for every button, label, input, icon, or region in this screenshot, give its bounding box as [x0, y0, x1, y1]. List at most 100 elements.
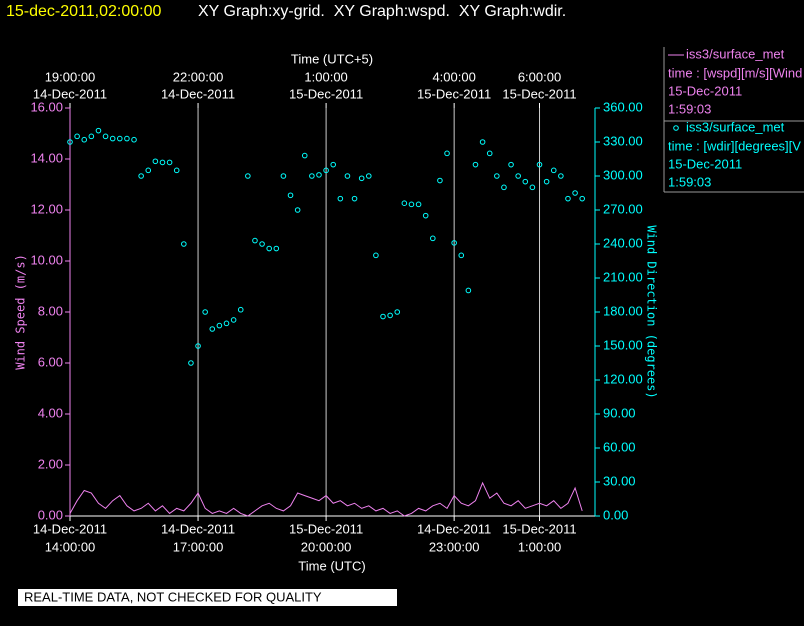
direction-point — [195, 343, 201, 349]
direction-point — [88, 133, 95, 140]
y2-tick-label: 360.00 — [603, 99, 643, 114]
legend-detail: time : [wdir][degrees][V — [668, 138, 801, 153]
y2-axis-label: Wind Direction (degrees) — [645, 225, 659, 398]
direction-point — [508, 161, 514, 168]
legend-detail: 1:59:03 — [668, 101, 711, 116]
direction-point — [465, 287, 472, 294]
y2-tick-label: 210.00 — [603, 269, 643, 284]
direction-point — [515, 173, 521, 179]
direction-point — [479, 139, 486, 145]
direction-point — [422, 212, 429, 219]
y-tick-label: 2.00 — [38, 456, 63, 471]
speed-line — [69, 481, 583, 517]
direction-point — [294, 207, 301, 213]
x2-tick-label: 14-Dec-2011 — [33, 86, 107, 101]
direction-point — [565, 195, 571, 202]
direction-point — [351, 195, 358, 202]
direction-point — [543, 178, 550, 185]
direction-point — [472, 161, 479, 168]
direction-point — [266, 245, 272, 252]
x-tick-label: 23:00:00 — [429, 539, 480, 554]
x2-tick-label: 6:00:00 — [518, 69, 561, 84]
x2-tick-label: 14-Dec-2011 — [161, 86, 235, 101]
direction-point — [444, 150, 450, 157]
y-tick-label: 12.00 — [30, 201, 63, 216]
direction-point — [550, 167, 557, 174]
direction-point — [124, 135, 130, 142]
x-tick-label: 1:00:00 — [518, 539, 561, 554]
direction-point — [131, 136, 137, 143]
x-tick-label: 15-Dec-2011 — [289, 521, 363, 536]
direction-point — [216, 322, 223, 329]
y2-tick-label: 30.00 — [603, 473, 636, 488]
direction-point — [273, 245, 280, 252]
direction-point — [209, 326, 216, 332]
direction-point — [280, 173, 287, 179]
direction-point — [451, 240, 457, 246]
y2-tick-label: 300.00 — [603, 167, 643, 182]
y-tick-label: 8.00 — [38, 303, 63, 318]
y-tick-label: 16.00 — [30, 99, 63, 114]
direction-point — [67, 139, 73, 145]
x2-axis-label: Time (UTC+5) — [291, 51, 373, 66]
direction-point — [394, 309, 401, 315]
direction-point — [237, 306, 244, 313]
direction-point — [102, 133, 109, 140]
direction-point — [408, 201, 415, 208]
direction-point — [202, 309, 208, 315]
direction-point — [188, 360, 194, 366]
direction-point — [223, 320, 230, 327]
y2-tick-label: 150.00 — [603, 337, 643, 352]
direction-point — [494, 173, 500, 179]
footer-box — [18, 589, 397, 606]
direction-point — [230, 317, 237, 323]
direction-point — [344, 173, 351, 179]
direction-point — [245, 173, 251, 179]
legend-detail: 15-Dec-2011 — [668, 156, 742, 171]
direction-point — [572, 190, 578, 196]
footer: REAL-TIME DATA, NOT CHECKED FOR QUALITY — [24, 589, 322, 604]
x2-tick-label: 15-Dec-2011 — [502, 86, 576, 101]
direction-point — [458, 252, 465, 259]
direction-point — [81, 136, 88, 143]
direction-point — [173, 167, 180, 174]
direction-point — [558, 173, 564, 179]
direction-point — [109, 135, 116, 142]
x-axis-label: Time (UTC) — [298, 558, 365, 573]
direction-point — [166, 159, 173, 166]
direction-point — [536, 161, 543, 168]
direction-point — [415, 201, 422, 208]
legend-detail: 1:59:03 — [668, 174, 711, 189]
x2-tick-label: 22:00:00 — [173, 69, 224, 84]
x2-tick-label: 4:00:00 — [432, 69, 475, 84]
direction-point — [330, 161, 337, 168]
x-tick-label: 14-Dec-2011 — [417, 521, 491, 536]
direction-point — [501, 184, 507, 191]
y-tick-label: 6.00 — [38, 354, 63, 369]
x2-tick-label: 1:00:00 — [304, 69, 347, 84]
y-axis-label: Wind Speed (m/s) — [14, 254, 28, 370]
direction-point — [181, 241, 187, 247]
direction-point — [259, 241, 265, 247]
direction-point — [373, 252, 379, 259]
direction-point — [145, 167, 152, 174]
x2-tick-label: 15-Dec-2011 — [417, 86, 491, 101]
chart-title: 15-dec-2011,02:00:00 — [6, 3, 161, 20]
legend-swatch — [673, 125, 679, 131]
direction-point — [95, 127, 102, 134]
chart-subtitle: XY Graph:xy-grid. XY Graph:wspd. XY Grap… — [198, 3, 566, 20]
x2-tick-label: 19:00:00 — [45, 69, 96, 84]
direction-point — [380, 313, 386, 320]
x-tick-label: 14:00:00 — [45, 539, 96, 554]
legend-detail: time : [wspd][m/s][Wind — [668, 65, 802, 80]
y-tick-label: 10.00 — [30, 252, 63, 267]
direction-point — [579, 195, 585, 202]
direction-point — [437, 177, 443, 184]
y2-tick-label: 270.00 — [603, 201, 643, 216]
legend-label: iss3/surface_met — [686, 119, 785, 134]
direction-point — [309, 173, 315, 179]
legend-detail: 15-Dec-2011 — [668, 83, 742, 98]
direction-point — [358, 175, 365, 182]
direction-point — [252, 237, 258, 244]
